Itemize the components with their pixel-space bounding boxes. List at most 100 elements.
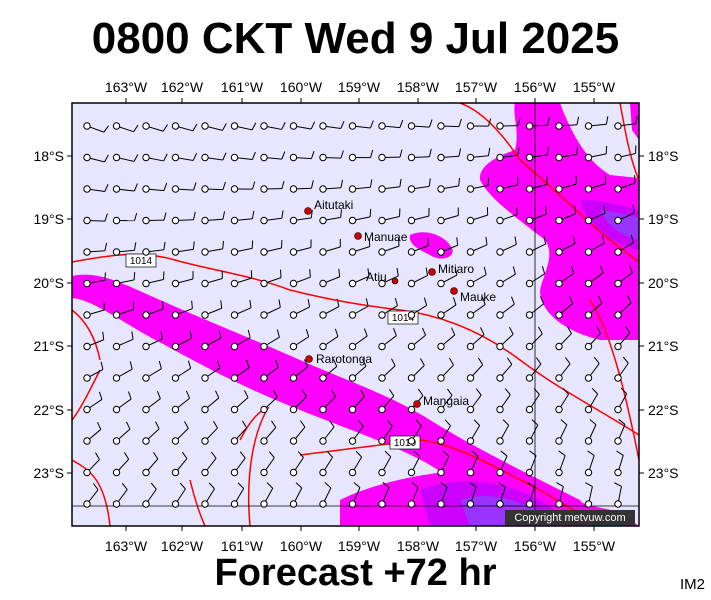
wind-barb — [348, 208, 372, 225]
wind-barb — [319, 150, 344, 162]
wind-barb — [260, 269, 282, 288]
place-manuae: Manuae — [354, 230, 408, 244]
wind-barb — [614, 295, 632, 319]
wind-barb — [555, 146, 578, 162]
wind-barb — [466, 482, 477, 508]
wind-barb — [142, 182, 168, 193]
wind-barb — [142, 241, 166, 256]
wind-barb — [525, 388, 540, 414]
wind-barb — [289, 482, 303, 508]
wind-barb — [555, 205, 577, 225]
map-frame — [71, 102, 640, 527]
wind-barb — [466, 450, 479, 477]
wind-barb — [525, 296, 545, 319]
wind-barb — [112, 301, 135, 319]
wind-barb — [555, 450, 566, 477]
wind-barb — [319, 389, 336, 414]
wind-barb — [466, 236, 488, 256]
wind-barb — [437, 482, 448, 508]
wind-barb — [555, 419, 568, 445]
wind-barb — [437, 237, 459, 256]
wind-barb — [260, 389, 278, 414]
wind-barb — [230, 390, 249, 414]
wind-barb — [496, 206, 518, 225]
wind-barb — [525, 176, 548, 193]
wind-barb — [142, 360, 162, 382]
wind-barb — [260, 420, 277, 445]
wind-barb — [437, 177, 460, 193]
wind-barb — [112, 122, 139, 133]
lon-labels-bottom: 163°W 162°W 161°W 160°W 159°W 158°W 157°… — [105, 538, 616, 554]
wind-barb — [348, 238, 371, 256]
wind-barb — [201, 122, 227, 131]
wind-barb — [112, 153, 139, 162]
wind-barb — [319, 450, 333, 477]
wind-barb — [289, 150, 315, 162]
wind-barb — [496, 147, 520, 162]
wind-barb — [614, 419, 626, 445]
wind-barb — [112, 421, 131, 445]
wind-barb — [437, 297, 457, 319]
wind-barb — [496, 176, 519, 193]
wind-barb — [437, 327, 456, 351]
svg-text:Manuae: Manuae — [364, 230, 408, 244]
wind-barb — [230, 210, 255, 225]
wind-barb — [260, 299, 281, 319]
wind-barb — [171, 122, 198, 132]
wind-barb — [584, 295, 603, 319]
lon-labels-top: 163°W 162°W 161°W 160°W 159°W 158°W 157°… — [105, 79, 616, 95]
wind-barb — [496, 388, 511, 414]
wind-barb — [348, 450, 363, 477]
wind-barb — [525, 357, 542, 382]
wind-barb — [319, 239, 341, 256]
wind-barb — [230, 299, 252, 319]
wind-barb — [496, 266, 516, 288]
svg-text:Mauke: Mauke — [460, 290, 496, 304]
copyright-box: Copyright metvuw.com — [505, 510, 635, 525]
wind-barb — [555, 116, 580, 130]
wind-barb — [614, 175, 636, 193]
wind-barb — [407, 388, 424, 414]
wind-barb — [171, 390, 191, 414]
wind-barb — [142, 153, 168, 162]
wind-barb — [171, 330, 193, 351]
lat-label: 20°S — [33, 275, 64, 291]
wind-barb — [319, 268, 341, 288]
wind-barb — [437, 450, 450, 477]
wind-barb — [407, 419, 422, 445]
wind-barb — [171, 270, 194, 288]
lat-label: 22°S — [33, 402, 64, 418]
wind-barb — [289, 121, 316, 130]
wind-barb — [525, 450, 537, 477]
place-mauke: Mauke — [450, 287, 496, 304]
lon-label: 155°W — [573, 79, 616, 95]
wind-barb — [201, 330, 222, 351]
wind-barb — [555, 235, 576, 256]
lat-label: 21°S — [648, 338, 679, 354]
wind-barb — [112, 331, 134, 351]
forecast-label: Forecast +72 hr — [214, 552, 497, 594]
wind-barb — [584, 175, 607, 193]
wind-barb — [289, 389, 307, 414]
wind-barb — [378, 358, 396, 382]
wind-barb — [466, 327, 485, 351]
wind-barb — [142, 391, 161, 414]
wind-barb — [112, 242, 137, 256]
wind-barb — [348, 268, 370, 288]
wind-barb — [496, 419, 510, 445]
lon-label: 161°W — [221, 538, 264, 554]
wind-barb — [407, 237, 429, 256]
wind-barb — [289, 420, 306, 445]
wind-barb — [407, 358, 425, 382]
wind-barb — [319, 209, 342, 225]
svg-text:1014: 1014 — [392, 313, 415, 324]
wind-barb — [142, 122, 168, 132]
wind-barb — [496, 117, 521, 130]
wind-barb — [260, 359, 279, 382]
wind-barb — [525, 482, 535, 508]
wind-barb — [437, 267, 458, 288]
wind-barb — [555, 357, 571, 382]
wind-barb — [201, 181, 226, 193]
wind-barb — [142, 451, 159, 477]
lon-label: 155°W — [573, 538, 616, 554]
